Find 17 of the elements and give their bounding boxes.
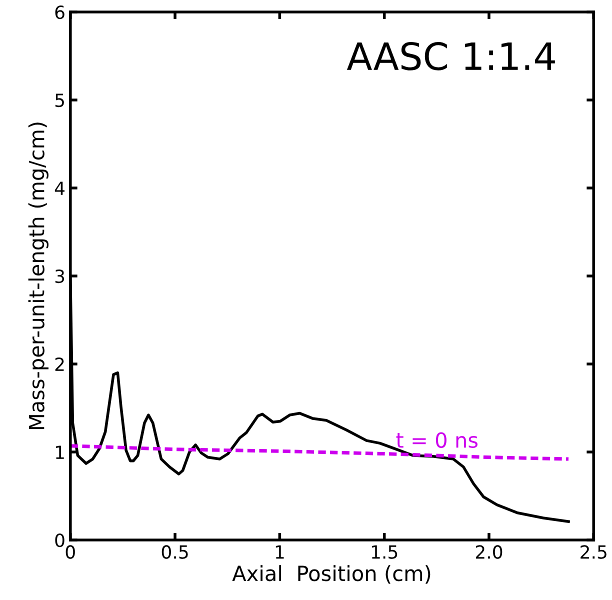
y-tick-label: 0 bbox=[55, 533, 64, 548]
y-tick-label: 5 bbox=[55, 94, 64, 108]
x-tick-label: 2.0 bbox=[476, 545, 502, 559]
text: AASC 1:1.4 bbox=[346, 42, 555, 70]
y-tick-label: 3 bbox=[55, 269, 64, 284]
series-label: t = 0 ns bbox=[396, 432, 478, 448]
y-tick-label: 2 bbox=[55, 357, 64, 371]
x-tick-label: 2.5 bbox=[580, 545, 606, 559]
x-tick-label: 1.5 bbox=[372, 545, 398, 559]
x-axis-title: Axial Position (cm) bbox=[232, 565, 430, 584]
y-axis-title: Mass-per-unit-length (mg/cm) bbox=[28, 122, 48, 430]
x-tick-label: 0 bbox=[66, 545, 75, 559]
y-tick-label: 6 bbox=[55, 5, 64, 20]
x-tick-label: 0.5 bbox=[162, 545, 188, 559]
y-tick-label: 1 bbox=[56, 446, 64, 459]
y-tick-label: 4 bbox=[54, 182, 65, 195]
x-tick-label: 1 bbox=[276, 545, 284, 559]
